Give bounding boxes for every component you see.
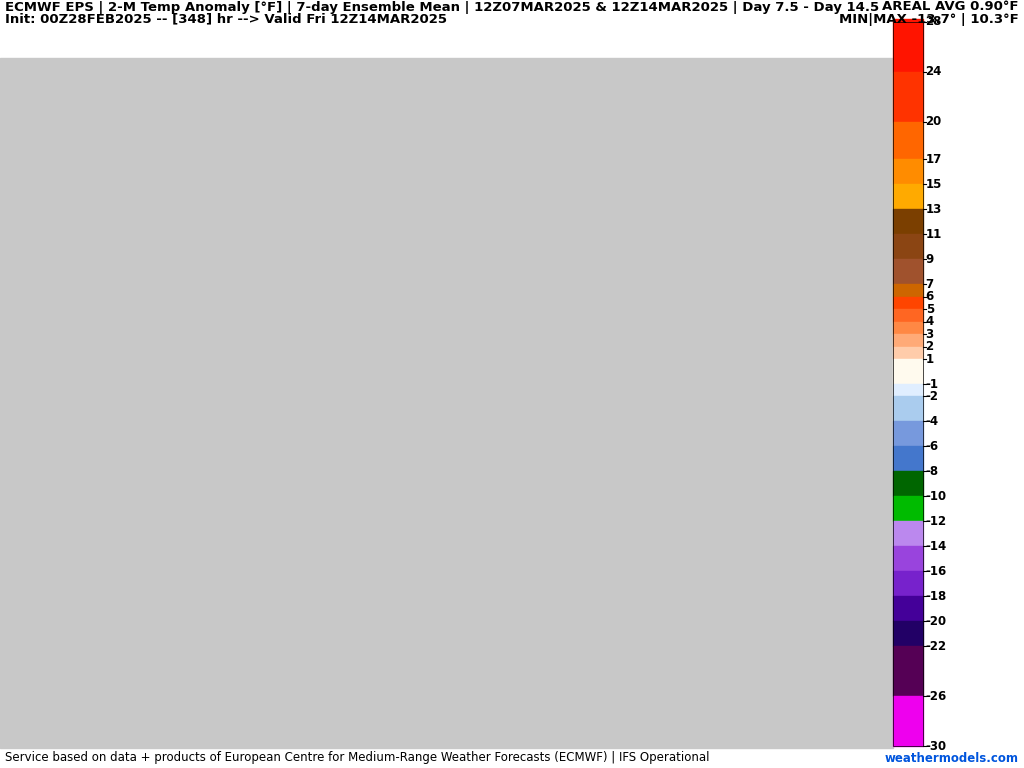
Text: 11: 11 [926, 227, 942, 240]
Text: 17: 17 [926, 153, 942, 165]
Text: 28: 28 [926, 15, 942, 28]
Text: -12: -12 [926, 515, 947, 528]
Text: -26: -26 [926, 690, 947, 703]
Bar [893, 309, 923, 322]
Bar [893, 359, 923, 384]
Text: 15: 15 [926, 177, 942, 190]
Bar [893, 121, 923, 159]
Bar [893, 547, 923, 571]
Bar [893, 71, 923, 121]
Bar [893, 284, 923, 296]
Bar [893, 597, 923, 621]
Bar [893, 384, 923, 396]
Text: 24: 24 [926, 65, 942, 78]
Text: -6: -6 [926, 440, 939, 453]
Bar [893, 259, 923, 284]
Bar [893, 521, 923, 547]
Text: 20: 20 [926, 115, 942, 128]
Text: weathermodels.com: weathermodels.com [885, 752, 1019, 764]
Text: 3: 3 [926, 327, 934, 340]
Text: 7: 7 [926, 277, 934, 290]
Text: -1: -1 [926, 378, 939, 390]
Bar [893, 621, 923, 647]
Text: -8: -8 [926, 465, 939, 478]
Text: -14: -14 [926, 540, 947, 553]
Text: -2: -2 [926, 390, 939, 403]
Bar [893, 159, 923, 184]
Text: 1: 1 [926, 353, 934, 366]
Text: -20: -20 [926, 615, 947, 628]
Text: -10: -10 [926, 490, 947, 503]
Bar [893, 209, 923, 234]
Bar [893, 647, 923, 697]
Text: ECMWF EPS | 2-M Temp Anomaly [°F] | 7-day Ensemble Mean | 12Z07MAR2025 & 12Z14MA: ECMWF EPS | 2-M Temp Anomaly [°F] | 7-da… [5, 1, 880, 14]
Bar [893, 697, 923, 746]
Bar [893, 346, 923, 359]
Text: 9: 9 [926, 253, 934, 266]
Text: 5: 5 [926, 303, 934, 316]
Text: MIN|MAX -13.7° | 10.3°F: MIN|MAX -13.7° | 10.3°F [840, 12, 1019, 25]
Text: 4: 4 [926, 315, 934, 328]
Bar [893, 496, 923, 521]
Bar [0, 748, 1024, 768]
Bar [893, 234, 923, 259]
Bar [893, 396, 923, 422]
Text: -4: -4 [926, 415, 939, 428]
Bar [893, 296, 923, 309]
Text: -18: -18 [926, 590, 947, 603]
Text: 2: 2 [926, 340, 934, 353]
Text: 6: 6 [926, 290, 934, 303]
Bar [893, 22, 923, 71]
Bar [893, 22, 923, 746]
Text: Init: 00Z28FEB2025 -- [348] hr --> Valid Fri 12Z14MAR2025: Init: 00Z28FEB2025 -- [348] hr --> Valid… [5, 12, 447, 25]
Bar [893, 446, 923, 472]
Text: Service based on data + products of European Centre for Medium-Range Weather For: Service based on data + products of Euro… [5, 752, 710, 764]
Text: 13: 13 [926, 203, 942, 216]
Bar [893, 571, 923, 597]
Bar [893, 184, 923, 209]
Bar [893, 472, 923, 496]
Bar [893, 422, 923, 446]
Bar [0, 58, 893, 748]
Bar [893, 18, 923, 22]
Bar [0, 0, 1024, 58]
Bar [893, 334, 923, 346]
Bar [893, 322, 923, 334]
Text: -16: -16 [926, 565, 947, 578]
Text: -22: -22 [926, 640, 947, 653]
Text: -30: -30 [926, 740, 947, 753]
Text: AREAL AVG 0.90°F: AREAL AVG 0.90°F [883, 1, 1019, 14]
